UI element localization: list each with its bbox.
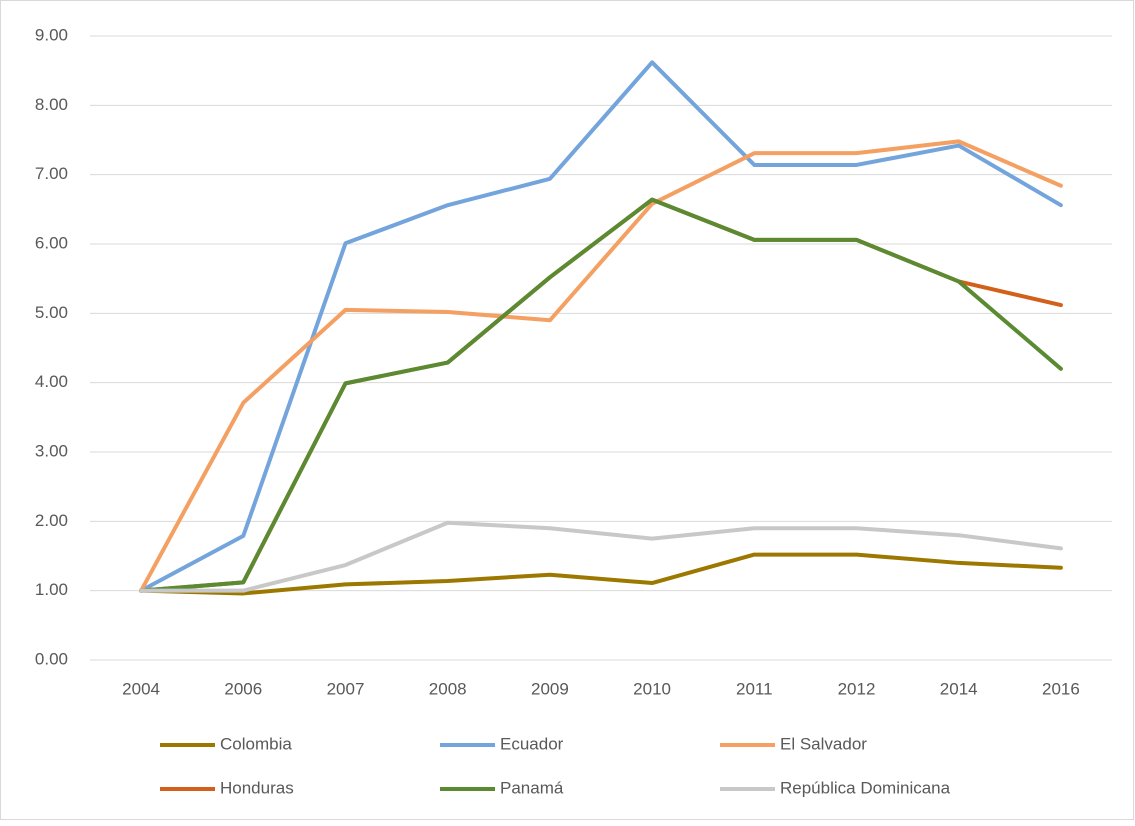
series-line: [139, 197, 1063, 593]
x-tick-label: 2016: [1042, 679, 1080, 698]
y-tick-label: 3.00: [35, 441, 68, 460]
y-tick-label: 0.00: [35, 649, 68, 668]
series-line: [139, 139, 1063, 593]
x-tick-label: 2006: [224, 679, 262, 698]
y-tick-label: 2.00: [35, 511, 68, 530]
legend-label: Panamá: [500, 778, 564, 797]
series-line: [139, 520, 1063, 593]
legend-label: Honduras: [220, 778, 294, 797]
x-tick-label: 2008: [429, 679, 467, 698]
x-tick-label: 2012: [838, 679, 876, 698]
y-tick-label: 1.00: [35, 580, 68, 599]
x-tick-label: 2007: [327, 679, 365, 698]
x-tick-label: 2010: [633, 679, 671, 698]
y-tick-label: 9.00: [35, 25, 68, 44]
legend-label: El Salvador: [780, 734, 867, 753]
x-tick-label: 2009: [531, 679, 569, 698]
y-tick-label: 6.00: [35, 233, 68, 252]
y-tick-label: 4.00: [35, 372, 68, 391]
series-line: [139, 552, 1063, 596]
x-tick-label: 2004: [122, 679, 160, 698]
y-tick-label: 8.00: [35, 95, 68, 114]
x-tick-label: 2014: [940, 679, 978, 698]
legend-label: Ecuador: [500, 734, 564, 753]
series-line: [139, 60, 1063, 593]
legend-label: República Dominicana: [780, 778, 951, 797]
y-tick-label: 7.00: [35, 164, 68, 183]
legend-label: Colombia: [220, 734, 292, 753]
y-tick-label: 5.00: [35, 303, 68, 322]
x-tick-label: 2011: [736, 679, 773, 698]
